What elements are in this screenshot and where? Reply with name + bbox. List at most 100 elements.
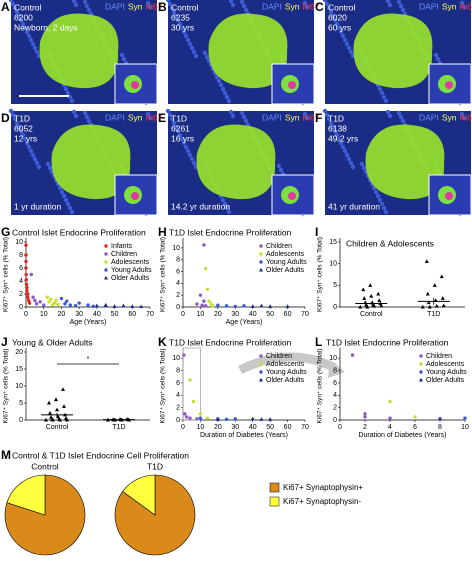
panel-letter: J xyxy=(1,335,8,349)
nucleus xyxy=(145,0,151,6)
panel-label: Control xyxy=(171,2,199,12)
legend-marker xyxy=(259,260,263,264)
panel-label: 6261 xyxy=(171,123,190,133)
nucleus xyxy=(84,3,90,9)
point xyxy=(424,259,429,263)
nucleus xyxy=(24,140,30,146)
point xyxy=(65,299,69,303)
point xyxy=(425,291,430,296)
nucleus xyxy=(346,156,352,162)
point xyxy=(198,412,203,416)
point xyxy=(420,304,425,309)
nucleus xyxy=(379,90,385,96)
pie-slice xyxy=(122,474,156,516)
x-tick-label: 60 xyxy=(284,311,292,318)
point xyxy=(368,283,373,287)
nucleus xyxy=(22,25,28,31)
x-tick-label: 70 xyxy=(146,311,154,318)
inset-cell xyxy=(288,81,296,89)
x-tick-label: 0 xyxy=(181,311,185,318)
stain-label: Syn xyxy=(285,1,300,11)
nucleus xyxy=(177,132,183,138)
panel-footer: 1 yr duration xyxy=(14,201,62,211)
legend-label: Young Adults xyxy=(111,267,152,274)
nucleus xyxy=(302,111,308,117)
panel-label: T1D xyxy=(328,113,344,123)
significance-mark: * xyxy=(87,356,90,363)
nucleus xyxy=(167,112,173,118)
nucleus xyxy=(202,50,208,56)
x-axis-label: Duration of Diabetes (Years) xyxy=(200,432,288,439)
nucleus xyxy=(239,0,245,5)
nucleus xyxy=(119,52,125,58)
y-tick-label: 5 xyxy=(19,400,23,407)
x-tick-label: 4 xyxy=(388,424,392,431)
point xyxy=(188,378,192,382)
x-tick-label: 0 xyxy=(24,311,28,318)
islet xyxy=(208,13,288,89)
point xyxy=(413,415,417,419)
nucleus xyxy=(344,152,350,158)
point xyxy=(86,303,90,307)
panel-letter: M xyxy=(1,448,11,462)
nucleus xyxy=(383,98,389,104)
y-tick-label: 4 xyxy=(19,278,23,285)
islet xyxy=(51,124,131,200)
nucleus xyxy=(86,118,92,124)
y-axis-label: Ki67⁺ Syn⁺ cells (% Total) xyxy=(317,348,324,423)
point xyxy=(388,399,392,404)
point xyxy=(463,416,467,420)
legend-label: Older Adults xyxy=(266,267,305,274)
x-tick-label: 30 xyxy=(231,424,239,431)
nucleus xyxy=(334,21,340,27)
islet xyxy=(196,124,276,200)
panel-label: Newborn, 2 days xyxy=(14,22,78,32)
panel-label: T1D xyxy=(171,113,187,123)
nucleus xyxy=(385,109,391,115)
nucleus xyxy=(71,109,77,115)
legend-label: Older Adults xyxy=(266,377,305,384)
legend-marker xyxy=(419,370,423,374)
nucleus xyxy=(181,29,187,35)
y-tick-label: 6 xyxy=(333,380,337,387)
inset-cell xyxy=(131,192,139,200)
x-tick-label: Control xyxy=(46,424,69,431)
x-tick-label: 70 xyxy=(301,424,309,431)
y-tick-label: 6 xyxy=(19,265,23,272)
point xyxy=(29,272,34,277)
point xyxy=(26,298,31,303)
panel-letter: K xyxy=(158,335,167,349)
point xyxy=(24,278,29,282)
y-tick-label: 20 xyxy=(15,349,23,356)
pie-label: T1D xyxy=(147,461,163,471)
point xyxy=(203,266,208,271)
stain-label: Syn xyxy=(285,112,300,122)
x-tick-label: 40 xyxy=(249,311,257,318)
nucleus xyxy=(183,33,189,39)
point xyxy=(62,404,66,408)
y-tick-label: 8 xyxy=(19,252,23,259)
nucleus xyxy=(373,189,379,195)
nucleus xyxy=(10,1,16,7)
nucleus xyxy=(340,144,346,150)
nucleus xyxy=(84,114,90,120)
legend-marker xyxy=(419,362,423,366)
nucleus xyxy=(340,33,346,39)
islet xyxy=(365,124,445,200)
y-tick-label: 10 xyxy=(172,355,180,362)
nucleus xyxy=(30,152,36,158)
point xyxy=(440,296,445,300)
nucleus xyxy=(26,144,32,150)
nucleus xyxy=(328,9,334,15)
point xyxy=(205,416,210,420)
nucleus xyxy=(344,41,350,47)
nucleus xyxy=(185,148,191,154)
panel-label: T1D xyxy=(14,113,30,123)
legend-label: Ki67+ Synaptophysin- xyxy=(283,497,361,506)
point xyxy=(215,417,220,421)
point xyxy=(388,416,392,420)
nucleus xyxy=(189,156,195,162)
point xyxy=(45,295,49,299)
nucleus xyxy=(187,41,193,47)
point xyxy=(24,282,29,286)
